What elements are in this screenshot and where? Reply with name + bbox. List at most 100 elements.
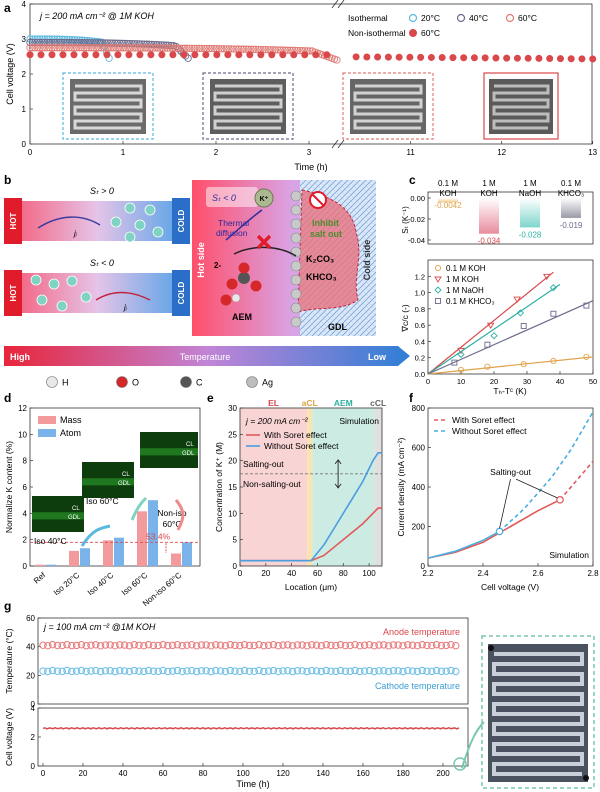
data-point [550, 357, 557, 365]
panel-e-label: e [207, 391, 214, 405]
legend-marker-40c [456, 13, 466, 23]
legend-marker-20c [408, 13, 418, 23]
data-point [33, 44, 42, 52]
data-point [451, 359, 458, 366]
data-point [149, 44, 157, 52]
data-point [437, 667, 446, 676]
data-point [195, 44, 204, 53]
electrode-photo-g [481, 635, 595, 789]
hot-block-top [4, 198, 22, 244]
data-point [198, 44, 206, 53]
xlabel: Tₕ-Tᶜ (K) [493, 386, 527, 396]
atom-label: H [62, 378, 69, 388]
electrode-photo-non60c [483, 72, 559, 140]
data-point [149, 641, 158, 650]
legend-label-60c: 60°C [518, 13, 537, 23]
data-point [125, 642, 134, 650]
ylabel-temperature: Temperature (°C) [4, 628, 14, 693]
region-label: EL [268, 398, 279, 408]
data-point [212, 641, 220, 649]
legend-swatch [38, 416, 56, 424]
xtick-label: 100 [236, 769, 250, 778]
data-point [87, 667, 95, 675]
temp-label: Temperature [180, 352, 231, 362]
data-point [503, 54, 511, 62]
data-point [85, 44, 93, 52]
data-point [114, 51, 122, 59]
data-point [432, 666, 441, 675]
data-point [264, 46, 272, 54]
data-point [183, 641, 191, 649]
data-point [146, 44, 154, 52]
data-point [520, 361, 527, 368]
data-point [168, 667, 177, 675]
data-point [583, 302, 590, 309]
ytick-label: 4 [23, 509, 28, 518]
sem-inset-band [140, 448, 198, 456]
data-point [583, 353, 590, 360]
data-point [101, 667, 110, 675]
photo-pointer-arrow [461, 721, 485, 769]
data-point [255, 640, 263, 649]
data-point [129, 44, 137, 52]
data-point [284, 641, 292, 649]
data-point [296, 46, 304, 55]
bar [137, 511, 147, 566]
data-point [144, 666, 153, 675]
data-point [50, 44, 59, 52]
hot-side-label: Hot side [196, 242, 206, 278]
data-point [513, 54, 521, 62]
data-point [406, 53, 414, 61]
data-point [192, 642, 201, 650]
data-point [216, 667, 225, 675]
xtick-label: 2.4 [477, 569, 489, 578]
data-point [404, 641, 412, 649]
data-point [242, 45, 250, 53]
data-point [173, 44, 181, 52]
data-point [351, 666, 359, 675]
ytick-label: 0.00 [410, 194, 425, 203]
data-point [543, 273, 551, 281]
data-point [408, 667, 417, 675]
data-point [260, 641, 268, 650]
data-point [82, 44, 91, 52]
data-point [120, 667, 129, 675]
data-point [140, 667, 148, 676]
fit-line [427, 356, 594, 375]
ytick-label: 4 [22, 0, 27, 9]
data-point [59, 51, 67, 59]
data-point [413, 641, 422, 650]
block-cross [256, 234, 272, 250]
region-label: cCL [370, 398, 386, 408]
data-point [323, 51, 331, 59]
data-point [188, 44, 196, 53]
fit-line [427, 283, 561, 375]
ytick-label: 0 [31, 762, 36, 771]
panel-f-chart: 2.2 2.4 2.6 2.8 0 200 400 600 800 Cell voltage (V… [396, 404, 599, 592]
data-point [156, 44, 164, 52]
category-label: 0.1 M [438, 179, 458, 188]
bar [35, 564, 45, 566]
panel-e: e 0 20 40 60 80 100 0 5 10 15 20 25 30 Location (μm) C… [207, 391, 386, 592]
xtick-label: 120 [276, 769, 290, 778]
bar [479, 198, 499, 234]
panel-a-series [26, 35, 597, 64]
data-point [41, 44, 49, 52]
legend-label: Without Soret effect [452, 426, 527, 436]
xtick-label: 2.6 [532, 569, 544, 578]
data-point [213, 51, 221, 59]
data-point [171, 44, 179, 52]
value-label: -0.034 [478, 237, 501, 246]
series-line-solid [427, 499, 561, 559]
data-point [135, 667, 143, 675]
data-point [96, 642, 105, 650]
atom-ag-icon [246, 376, 258, 388]
panel-f: f 2.2 2.4 2.6 2.8 0 200 400 600 800 Cell voltage … [396, 391, 599, 592]
data-point [556, 55, 564, 63]
data-point [284, 666, 292, 675]
data-point [535, 54, 543, 62]
data-point [432, 640, 441, 649]
data-point [109, 44, 118, 52]
data-point [173, 641, 182, 649]
data-point [141, 44, 150, 52]
